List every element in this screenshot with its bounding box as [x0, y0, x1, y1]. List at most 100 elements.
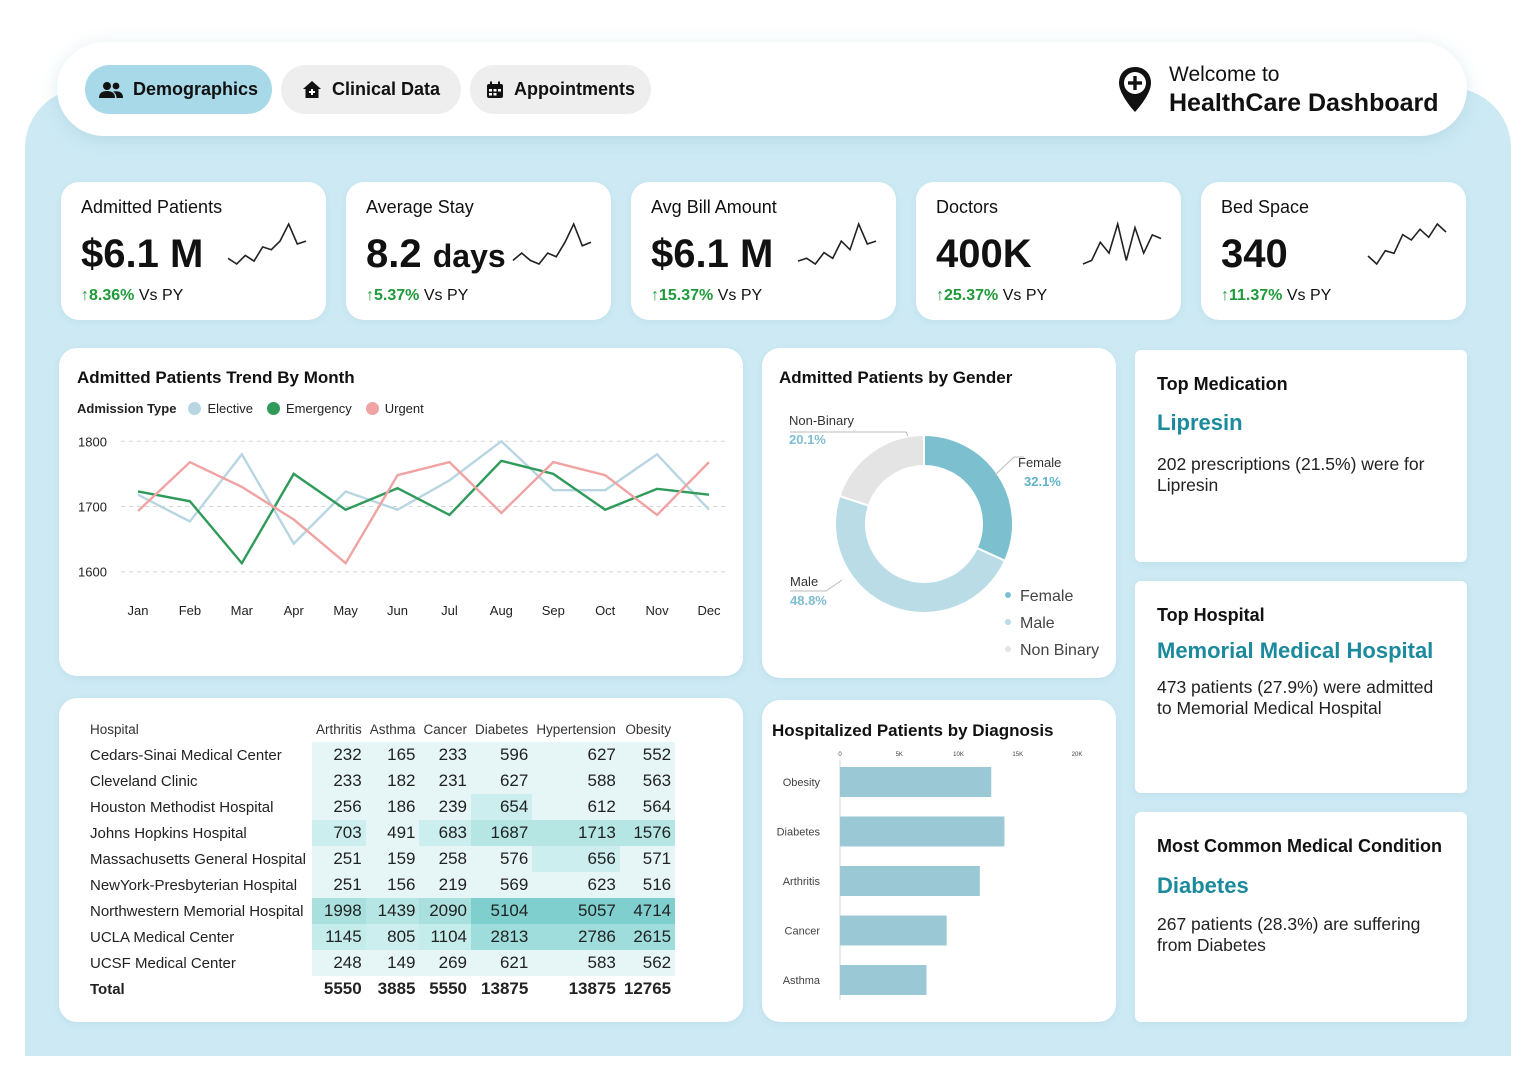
diagnosis-bar-chart: 0 5K 10K 15K 20K Obesity Diabetes Arthritis Canc…: [777, 752, 1083, 1000]
tab-clinical-data[interactable]: Clinical Data: [281, 65, 461, 114]
chart-legend: Admission Type Elective Emergency Urgent: [77, 401, 438, 416]
bar-diabetes: [840, 816, 1005, 847]
slice-value-label: 32.1%: [1024, 474, 1061, 489]
table-cell: 165: [365, 742, 420, 768]
table-cell: 703: [311, 820, 366, 846]
x-tick-label: Sep: [542, 603, 565, 618]
legend-label: Elective: [207, 401, 253, 416]
table-row: UCLA Medical Center 1145 805 1104 2813 2786 26…: [86, 924, 676, 950]
kpi-title: Doctors: [936, 197, 999, 217]
table-cell: 239: [419, 794, 472, 820]
tab-appointments[interactable]: Appointments: [470, 65, 651, 114]
table-cell: 564: [619, 794, 676, 820]
legend-dot-elective: [188, 402, 202, 415]
table-row: NewYork-Presbyterian Hospital 251 156 219 56…: [86, 872, 676, 898]
info-title: Top Hospital: [1157, 605, 1265, 625]
kpi-delta: ↑25.37% Vs PY: [936, 287, 1048, 304]
table-cell: 2786: [532, 924, 620, 950]
diagnosis-chart-card: Hospitalized Patients by Diagnosis 0 5K 10…: [762, 700, 1116, 1022]
kpi-card-bed-space: Bed Space 340 ↑11.37% Vs PY: [1201, 182, 1466, 320]
hospital-name: UCLA Medical Center: [90, 928, 235, 946]
info-value: Lipresin: [1157, 410, 1243, 435]
bar-arthritis: [840, 866, 980, 896]
up-arrow-icon: ↑: [651, 287, 659, 304]
sparkline: [1082, 220, 1162, 265]
category-label: Cancer: [785, 926, 821, 938]
x-tick-label: 10K: [953, 752, 964, 758]
hospital-name: Massachusetts General Hospital: [90, 850, 306, 868]
hospital-name: NewYork-Presbyterian Hospital: [90, 876, 298, 894]
slice-category-label: Non-Binary: [789, 413, 855, 428]
table-cell: 588: [532, 768, 620, 794]
table-cell: 4714: [619, 898, 676, 924]
sparkline-line: [797, 221, 877, 266]
donut-slice-non-binary: [838, 433, 925, 507]
sparkline-line: [512, 221, 592, 265]
kpi-value: 340: [1221, 232, 1288, 276]
x-tick-label: May: [333, 603, 358, 618]
kpi-delta: ↑15.37% Vs PY: [651, 287, 763, 304]
kpi-value: 400K: [936, 232, 1032, 276]
column-header: Asthma: [369, 721, 416, 737]
x-tick-label: Jun: [387, 603, 408, 618]
info-value: Memorial Medical Hospital: [1157, 638, 1434, 663]
leader-line: [790, 579, 843, 592]
table-cell: 1687: [471, 820, 533, 846]
table-row: Johns Hopkins Hospital 703 491 683 1687 1713 1…: [86, 820, 676, 846]
kpi-title: Avg Bill Amount: [651, 197, 777, 217]
sparkline: [1367, 222, 1447, 266]
table-row: Cleveland Clinic 233 182 231 627 588 563: [86, 768, 676, 794]
table-cell: 621: [471, 950, 533, 976]
top-medication-card: Top Medication Lipresin 202 prescription…: [1135, 350, 1467, 562]
table-cell: 248: [311, 950, 366, 976]
table-header-row: Hospital Arthritis Asthma Cancer Diabetes Hyp…: [86, 716, 675, 742]
x-tick-label: 0: [838, 752, 842, 758]
table-cell: 156: [365, 872, 420, 898]
table-cell: 149: [365, 950, 420, 976]
kpi-card-average-stay: Average Stay 8.2 days ↑5.37% Vs PY: [346, 182, 611, 320]
sparkline: [797, 221, 877, 266]
table-cell: 5104: [471, 898, 533, 924]
table-cell: 552: [619, 742, 676, 768]
table-cell: 5550: [429, 979, 468, 998]
table-cell: 583: [532, 950, 620, 976]
table-cell: 1713: [532, 820, 620, 846]
x-tick-label: 15K: [1012, 752, 1023, 758]
table-cell: 623: [532, 872, 620, 898]
gender-chart-card: Admitted Patients by Gender Female 32.1% M…: [762, 348, 1116, 678]
sparkline: [512, 221, 592, 265]
sparkline-line: [227, 222, 307, 266]
dashboard-title: HealthCare Dashboard: [1169, 89, 1439, 117]
hospital-name: Northwestern Memorial Hospital: [90, 902, 304, 920]
donut-slice-male: [834, 494, 1007, 614]
kpi-title: Bed Space: [1221, 197, 1310, 217]
donut-slice-female: [923, 433, 1014, 563]
info-description: 202 prescriptions (21.5%) were for Lipre…: [1157, 454, 1425, 495]
x-tick-label: Feb: [179, 603, 201, 618]
series-line-emergency: [137, 459, 710, 566]
trend-chart: 1600 1700 1800 Jan Feb Mar Apr May Jun Jul Aug Sep O…: [78, 434, 727, 618]
hospital-name: UCSF Medical Center: [90, 954, 236, 972]
tab-demographics[interactable]: Demographics: [85, 65, 272, 114]
table-cell: 256: [311, 794, 366, 820]
table-cell: 627: [471, 768, 533, 794]
sparkline: [227, 222, 307, 266]
top-hospital-card: Top Hospital Memorial Medical Hospital 4…: [1135, 581, 1467, 793]
table-cell: 251: [311, 846, 366, 872]
hospital-name: Cleveland Clinic: [90, 772, 198, 790]
table-cell: 182: [365, 768, 420, 794]
x-tick-label: 20K: [1072, 752, 1083, 758]
legend-dot: [1005, 592, 1011, 598]
legend-title: Admission Type: [77, 401, 177, 416]
top-navbar: Demographics Clinical Data Appointments …: [57, 42, 1467, 136]
table-row: Massachusetts General Hospital 251 159 258 5…: [86, 846, 676, 872]
table-row: Northwestern Memorial Hospital 1998 1439 20…: [86, 898, 676, 924]
up-arrow-icon: ↑: [366, 287, 374, 304]
kpi-delta: ↑8.36% Vs PY: [81, 287, 184, 304]
category-label: Arthritis: [783, 876, 821, 888]
diagnosis-table-card: Hospital Arthritis Asthma Cancer Diabetes Hyp…: [59, 698, 743, 1022]
hospital-name: Houston Methodist Hospital: [90, 798, 274, 816]
chart-title: Admitted Patients by Gender: [779, 368, 1013, 387]
hospital-name: Cedars-Sinai Medical Center: [90, 746, 282, 764]
info-description: 473 patients (27.9%) were admitted to Me…: [1157, 677, 1434, 718]
